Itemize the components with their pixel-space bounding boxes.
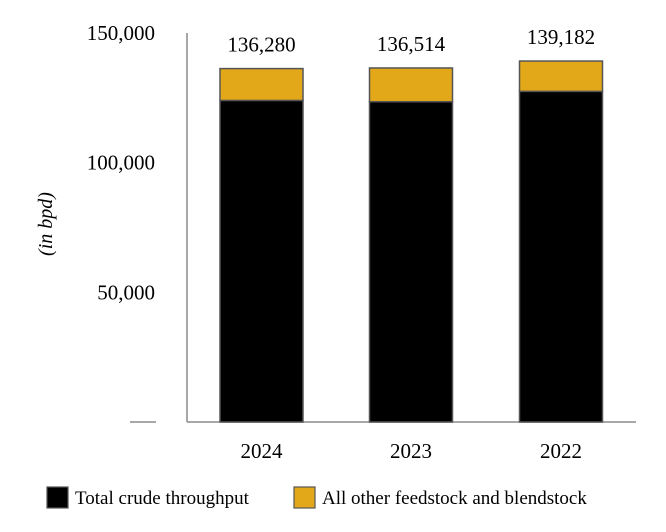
- bar-segment-2022-crude: [518, 90, 604, 423]
- bar-segment-2023-crude: [368, 100, 454, 423]
- bar-segment-2024-crude: [219, 99, 304, 423]
- legend-label-feedstock: All other feedstock and blendstock: [322, 488, 587, 509]
- legend-swatch-feedstock: [293, 486, 316, 509]
- bar-total-label-2024: 136,280: [227, 33, 295, 57]
- bar-segment-2022-feedstock: [518, 60, 604, 93]
- x-tick-label-2022: 2022: [540, 439, 582, 463]
- bar-total-label-2023: 136,514: [377, 32, 446, 56]
- legend-label-crude: Total crude throughput: [75, 488, 250, 509]
- y-tick-label: 150,000: [87, 21, 155, 45]
- y-tick-label: 50,000: [97, 280, 155, 304]
- y-axis-label: (in bpd): [35, 192, 57, 256]
- bar-segment-2024-feedstock: [219, 67, 304, 102]
- y-tick-label: 100,000: [87, 151, 155, 175]
- x-tick-label-2023: 2023: [390, 439, 432, 463]
- legend-swatch-crude: [46, 486, 69, 509]
- x-tick-label-2024: 2024: [241, 439, 284, 463]
- bar-segment-2023-feedstock: [368, 67, 454, 103]
- bar-total-label-2022: 139,182: [527, 25, 595, 49]
